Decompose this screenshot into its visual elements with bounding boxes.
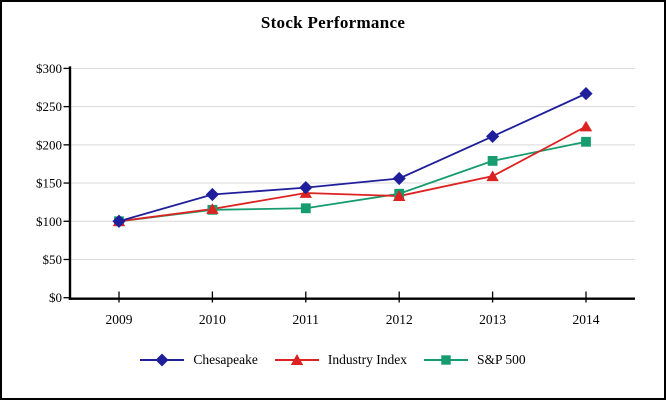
data-point-marker (393, 190, 406, 201)
x-tick-label: 2010 (199, 312, 226, 327)
legend-item-sp500: S&P 500 (423, 352, 526, 368)
data-point-marker (486, 129, 500, 144)
data-point-marker (486, 170, 499, 182)
series-line-industry-index (118, 125, 587, 223)
y-tick-label: $50 (43, 252, 63, 267)
data-point-marker (206, 203, 219, 214)
data-point-marker (300, 203, 311, 214)
data-point-marker (112, 214, 126, 228)
legend-label-industry-index: Industry Index (327, 352, 407, 367)
square-marker-icon (423, 355, 468, 365)
chart-title: Stock Performance (260, 13, 406, 32)
y-tick-label: $150 (36, 176, 62, 191)
data-point-marker (581, 136, 591, 147)
x-tick-label: 2013 (479, 312, 506, 327)
legend-item-industry-index: Industry Index (274, 352, 407, 368)
y-tick-label: $100 (36, 214, 62, 229)
data-point-marker (579, 87, 593, 101)
diamond-marker-icon (140, 353, 185, 367)
x-tick-label: 2014 (573, 312, 600, 327)
y-tick-label: $250 (36, 99, 62, 114)
y-tick-label: $0 (49, 290, 62, 305)
legend: Chesapeake Industry Index S&P 500 (2, 352, 664, 368)
y-tick-label: $200 (36, 137, 62, 152)
data-point-marker (579, 120, 593, 132)
triangle-marker-icon (274, 354, 319, 365)
legend-label-sp500: S&P 500 (476, 352, 526, 367)
data-point-marker (299, 181, 313, 195)
legend-item-chesapeake: Chesapeake (140, 352, 258, 368)
x-tick-label: 2012 (386, 312, 413, 327)
series-line-chesapeake (118, 92, 587, 223)
x-tick-label: 2011 (293, 312, 320, 327)
data-point-marker (205, 187, 219, 202)
data-point-marker (392, 171, 406, 186)
data-point-marker (487, 155, 498, 166)
series-line-s-p-500 (118, 140, 587, 223)
legend-label-chesapeake: Chesapeake (193, 352, 258, 367)
x-tick-label: 2009 (106, 312, 133, 327)
y-tick-label: $300 (36, 61, 62, 76)
